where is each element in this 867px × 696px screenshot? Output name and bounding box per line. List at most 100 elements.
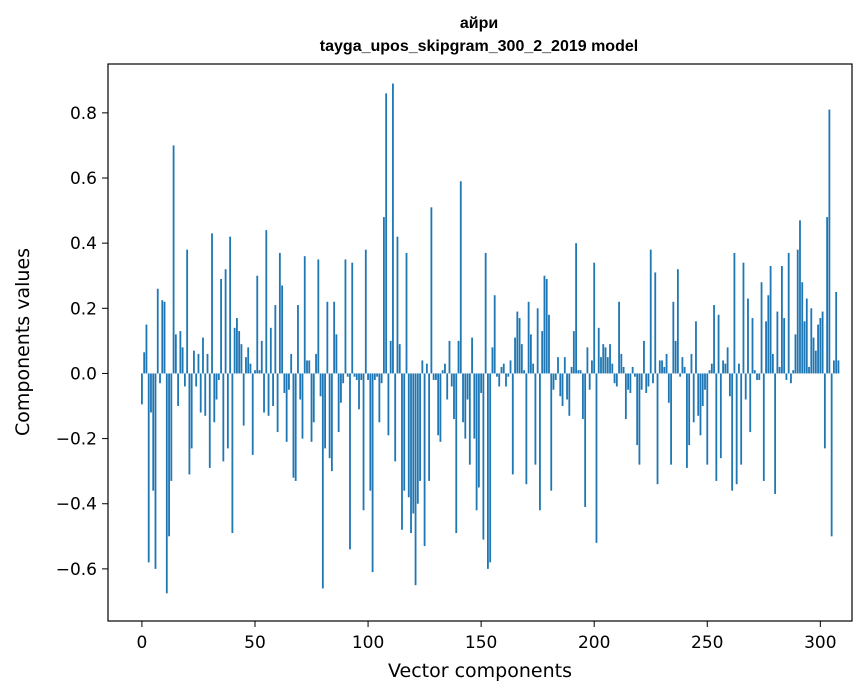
bar-62 bbox=[281, 285, 284, 374]
bar-151 bbox=[482, 373, 485, 540]
chart-title: айри bbox=[460, 15, 498, 32]
bar-32 bbox=[213, 373, 216, 423]
bar-195 bbox=[581, 373, 584, 420]
bar-50 bbox=[254, 370, 256, 374]
bar-138 bbox=[453, 373, 455, 420]
bar-134 bbox=[444, 363, 446, 374]
bar-201 bbox=[595, 373, 598, 543]
y-tick-label: −0.6 bbox=[56, 560, 97, 580]
x-tick-label: 300 bbox=[804, 633, 836, 653]
bar-263 bbox=[735, 373, 738, 485]
bar-10 bbox=[163, 301, 166, 374]
bar-42 bbox=[236, 318, 238, 374]
bar-46 bbox=[245, 357, 247, 374]
bar-217 bbox=[631, 366, 634, 374]
bar-235 bbox=[672, 301, 675, 374]
bar-274 bbox=[760, 282, 763, 374]
bar-96 bbox=[358, 373, 360, 410]
bar-79 bbox=[319, 373, 322, 397]
bar-111 bbox=[392, 83, 394, 374]
bar-23 bbox=[193, 350, 195, 374]
bar-304 bbox=[828, 109, 831, 374]
bar-13 bbox=[170, 373, 173, 481]
bar-200 bbox=[593, 262, 596, 374]
bar-146 bbox=[471, 337, 473, 374]
bar-301 bbox=[821, 311, 824, 374]
bar-238 bbox=[679, 373, 682, 377]
bar-279 bbox=[771, 353, 774, 374]
bar-33 bbox=[215, 373, 218, 400]
bar-233 bbox=[667, 373, 670, 403]
bar-293 bbox=[803, 321, 806, 374]
bar-44 bbox=[240, 344, 243, 374]
bar-24 bbox=[195, 373, 198, 387]
bar-74 bbox=[308, 360, 311, 374]
bar-294 bbox=[805, 298, 808, 374]
bar-172 bbox=[529, 334, 532, 374]
bar-68 bbox=[294, 373, 297, 481]
y-tick-label: −0.2 bbox=[56, 430, 97, 450]
bar-307 bbox=[835, 292, 838, 374]
bar-291 bbox=[799, 220, 801, 374]
bar-243 bbox=[690, 353, 693, 374]
y-tick-label: 0.0 bbox=[70, 364, 97, 384]
bar-140 bbox=[457, 340, 460, 374]
bar-248 bbox=[701, 373, 704, 407]
bar-184 bbox=[557, 357, 559, 374]
bar-43 bbox=[238, 331, 241, 374]
bar-37 bbox=[224, 269, 227, 374]
bar-18 bbox=[181, 347, 184, 374]
bar-34 bbox=[217, 373, 220, 380]
bar-177 bbox=[541, 331, 544, 374]
bar-35 bbox=[220, 278, 222, 374]
bar-126 bbox=[425, 363, 428, 374]
bar-160 bbox=[502, 363, 505, 374]
bar-298 bbox=[814, 350, 817, 374]
bar-268 bbox=[747, 298, 749, 374]
bar-57 bbox=[269, 327, 272, 374]
bar-6 bbox=[154, 373, 157, 569]
bar-92 bbox=[349, 373, 351, 550]
bar-181 bbox=[550, 373, 553, 491]
bar-171 bbox=[527, 301, 530, 374]
bar-113 bbox=[396, 236, 399, 374]
bar-205 bbox=[604, 347, 607, 374]
bar-306 bbox=[833, 360, 835, 374]
bar-28 bbox=[204, 373, 207, 416]
bar-178 bbox=[543, 275, 546, 374]
bar-56 bbox=[267, 373, 270, 416]
bar-4 bbox=[150, 373, 152, 413]
bar-237 bbox=[676, 269, 679, 374]
bar-101 bbox=[369, 373, 372, 491]
bar-124 bbox=[421, 360, 424, 374]
bar-109 bbox=[387, 373, 390, 436]
bar-58 bbox=[272, 373, 274, 407]
bar-174 bbox=[534, 373, 537, 465]
bar-136 bbox=[448, 340, 451, 374]
bar-103 bbox=[373, 373, 376, 380]
bars-group bbox=[141, 83, 840, 594]
bar-203 bbox=[600, 357, 602, 374]
bar-3 bbox=[147, 373, 150, 563]
bar-189 bbox=[568, 373, 571, 416]
bar-152 bbox=[484, 252, 487, 374]
bar-38 bbox=[226, 373, 229, 449]
bar-261 bbox=[731, 373, 734, 491]
bar-167 bbox=[518, 318, 521, 374]
bar-198 bbox=[588, 373, 591, 390]
bar-40 bbox=[231, 373, 234, 534]
bar-158 bbox=[498, 373, 501, 387]
bar-211 bbox=[618, 301, 620, 374]
bar-1 bbox=[143, 352, 146, 374]
bar-93 bbox=[351, 262, 354, 374]
bar-67 bbox=[292, 373, 295, 478]
bar-209 bbox=[613, 373, 616, 384]
bar-297 bbox=[812, 337, 815, 374]
bar-299 bbox=[817, 324, 819, 374]
bar-107 bbox=[382, 217, 385, 374]
bar-12 bbox=[168, 373, 170, 537]
bar-188 bbox=[566, 373, 568, 400]
bar-230 bbox=[661, 360, 663, 374]
bar-213 bbox=[622, 366, 625, 374]
y-tick-label: 0.2 bbox=[70, 299, 97, 319]
